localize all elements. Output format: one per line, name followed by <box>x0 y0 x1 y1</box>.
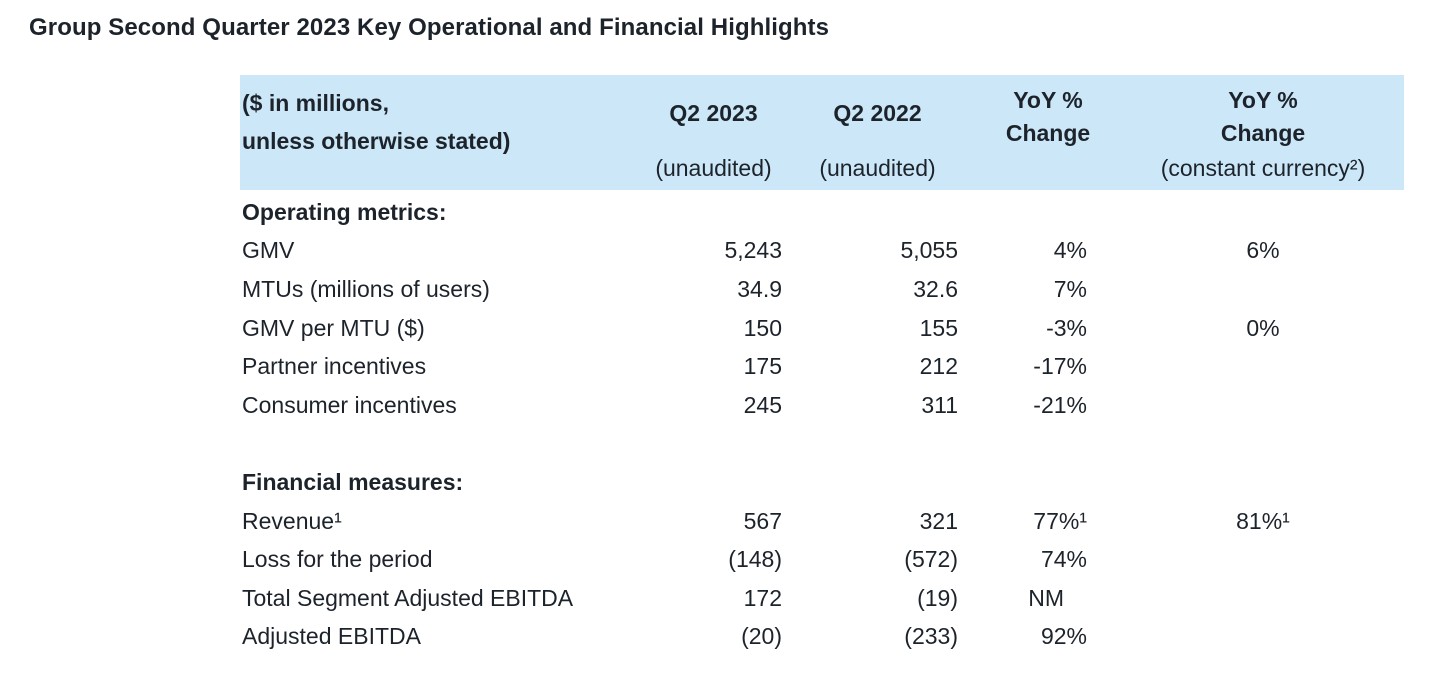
header-units-note: ($ in millions, unless otherwise stated) <box>240 75 620 190</box>
value-q2-2022: 321 <box>919 507 958 534</box>
header-yoy-cc-line1: YoY % <box>1228 87 1298 113</box>
header-units-note-line1: ($ in millions, <box>242 90 389 116</box>
value-yoy-change: -21% <box>1033 391 1087 418</box>
value-q2-2022: (233) <box>904 623 958 650</box>
value-q2-2023: 150 <box>743 314 782 341</box>
value-q2-2023: 172 <box>743 584 782 611</box>
row-label: GMV per MTU ($) <box>242 314 425 341</box>
value-q2-2022: (19) <box>917 584 958 611</box>
section-row-financial-measures: Financial measures: <box>240 463 1404 502</box>
row-label: GMV <box>242 237 295 264</box>
table-header: ($ in millions, unless otherwise stated)… <box>240 75 1404 190</box>
value-yoy-change: 77%¹ <box>1033 507 1087 534</box>
table-row-loss-for-period: Loss for the period (148) (572) 74% <box>240 540 1404 579</box>
header-yoy-line1: YoY % <box>1013 87 1083 113</box>
spacer-row <box>240 425 1404 464</box>
page-title: Group Second Quarter 2023 Key Operationa… <box>29 14 830 41</box>
header-yoy-cc-line2: Change <box>1220 120 1306 146</box>
section-row-operating-metrics: Operating metrics: <box>240 193 1404 232</box>
value-q2-2022: 155 <box>919 314 958 341</box>
table-row-gmv-per-mtu: GMV per MTU ($) 150 155 -3% 0% <box>240 309 1404 348</box>
table-body: Operating metrics: GMV 5,243 5,055 4% 6%… <box>240 190 1404 656</box>
header-q2-2023-title: Q2 2023 <box>669 99 758 126</box>
header-col-q2-2022: Q2 2022 (unaudited) <box>782 75 958 190</box>
value-q2-2022: 311 <box>921 391 958 418</box>
value-q2-2023: 5,243 <box>724 237 782 264</box>
value-yoy-change: 7% <box>1053 275 1087 302</box>
value-yoy-change-cc: 6% <box>1246 237 1280 264</box>
value-yoy-change: 92% <box>1040 623 1087 650</box>
value-q2-2022: (572) <box>904 546 958 573</box>
section-label: Financial measures: <box>242 468 464 495</box>
row-label: MTUs (millions of users) <box>242 275 490 302</box>
table-row-partner-incentives: Partner incentives 175 212 -17% <box>240 347 1404 386</box>
header-col-yoy-change-cc: YoY % Change (constant currency²) <box>1100 75 1404 190</box>
value-q2-2023: (20) <box>741 623 782 650</box>
header-units-note-line2: unless otherwise stated) <box>242 128 511 154</box>
highlights-table: ($ in millions, unless otherwise stated)… <box>240 75 1404 656</box>
header-yoy-sub <box>996 151 1100 190</box>
header-yoy-title: YoY % Change <box>996 75 1100 151</box>
value-q2-2022: 212 <box>919 353 958 380</box>
value-yoy-change: 74% <box>1040 546 1087 573</box>
value-yoy-change: -17% <box>1033 353 1087 380</box>
value-yoy-change: 4% <box>1053 237 1087 264</box>
table-row-gmv: GMV 5,243 5,055 4% 6% <box>240 232 1404 271</box>
header-col-yoy-change: YoY % Change <box>958 75 1100 190</box>
header-yoy-line2: Change <box>1005 120 1091 146</box>
table-row-mtus: MTUs (millions of users) 34.9 32.6 7% <box>240 270 1404 309</box>
value-yoy-change-cc: 81%¹ <box>1236 507 1290 534</box>
value-q2-2023: 567 <box>743 507 782 534</box>
value-yoy-change-cc: 0% <box>1246 314 1280 341</box>
value-yoy-change: NM <box>1028 584 1064 611</box>
header-q2-2022-title: Q2 2022 <box>833 99 922 126</box>
table-row-total-segment-adjusted-ebitda: Total Segment Adjusted EBITDA 172 (19) N… <box>240 579 1404 618</box>
row-label: Loss for the period <box>242 546 433 573</box>
header-q2-2022-sub: (unaudited) <box>819 155 936 181</box>
table-row-adjusted-ebitda: Adjusted EBITDA (20) (233) 92% <box>240 618 1404 657</box>
value-q2-2022: 32.6 <box>913 275 958 302</box>
row-label: Total Segment Adjusted EBITDA <box>242 584 574 611</box>
row-label: Revenue¹ <box>242 507 342 534</box>
value-yoy-change: -3% <box>1046 314 1087 341</box>
row-label: Consumer incentives <box>242 391 457 418</box>
section-label: Operating metrics: <box>242 198 447 225</box>
row-label: Adjusted EBITDA <box>242 623 421 650</box>
row-label: Partner incentives <box>242 353 427 380</box>
value-q2-2023: (148) <box>728 546 782 573</box>
value-q2-2022: 5,055 <box>900 237 958 264</box>
value-q2-2023: 175 <box>743 353 782 380</box>
header-col-q2-2023: Q2 2023 (unaudited) <box>620 75 782 190</box>
value-q2-2023: 34.9 <box>737 275 782 302</box>
header-q2-2023-sub: (unaudited) <box>655 155 772 181</box>
header-yoy-cc-title: YoY % Change <box>1122 75 1404 151</box>
table-row-revenue: Revenue¹ 567 321 77%¹ 81%¹ <box>240 502 1404 541</box>
header-yoy-cc-sub: (constant currency²) <box>1160 155 1366 181</box>
table-row-consumer-incentives: Consumer incentives 245 311 -21% <box>240 386 1404 425</box>
value-q2-2023: 245 <box>743 391 782 418</box>
